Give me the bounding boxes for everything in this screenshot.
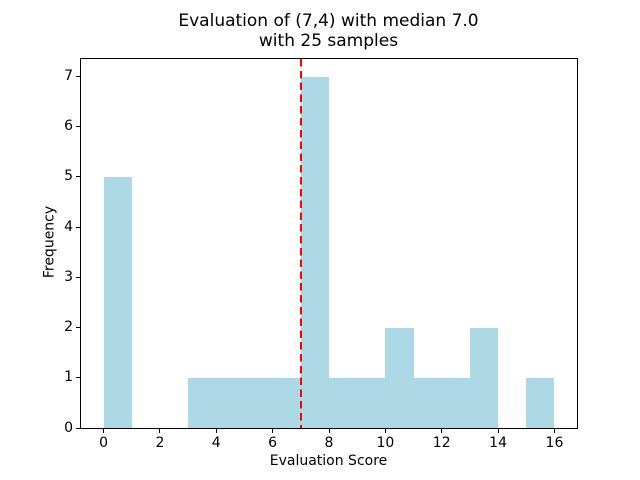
histogram-bar xyxy=(272,377,301,428)
histogram-bar xyxy=(300,76,329,428)
x-tick-mark xyxy=(441,429,443,433)
y-tick-mark xyxy=(76,427,80,429)
x-tick-mark xyxy=(384,429,386,433)
x-axis-label: Evaluation Score xyxy=(269,453,388,469)
histogram-bar xyxy=(188,377,217,428)
x-tick-label: 12 xyxy=(432,435,451,451)
median-line xyxy=(299,59,303,428)
histogram-bar xyxy=(244,377,273,428)
x-tick-label: 2 xyxy=(155,435,165,451)
y-tick-label: 2 xyxy=(64,319,73,336)
y-tick-label: 0 xyxy=(64,419,73,436)
histogram-bar xyxy=(385,327,414,428)
x-tick-label: 8 xyxy=(324,435,334,451)
x-tick-mark xyxy=(272,429,274,433)
histogram-bar xyxy=(441,377,470,428)
chart-title-line2: with 25 samples xyxy=(258,31,399,51)
y-tick-label: 5 xyxy=(64,168,73,185)
x-tick-mark xyxy=(328,429,330,433)
histogram-bar xyxy=(329,377,358,428)
histogram-bar xyxy=(357,377,386,428)
y-tick-mark xyxy=(76,377,80,379)
histogram-bar xyxy=(103,176,132,428)
y-tick-mark xyxy=(76,226,80,228)
x-tick-mark xyxy=(497,429,499,433)
x-tick-label: 0 xyxy=(99,435,108,451)
y-tick-mark xyxy=(76,327,80,329)
histogram-bar xyxy=(216,377,245,428)
x-tick-label: 4 xyxy=(211,435,221,451)
y-tick-label: 3 xyxy=(64,268,73,285)
histogram-bar xyxy=(413,377,442,428)
y-axis-label: Frequency xyxy=(41,205,58,279)
chart-title-line1: Evaluation of (7,4) with median 7.0 xyxy=(178,11,479,31)
plot-area: 0 2 4 6 8 10 12 14 16 0 1 2 3 4 5 6 7 xyxy=(64,58,578,451)
y-tick-mark xyxy=(76,76,80,78)
y-tick-label: 7 xyxy=(64,68,73,85)
histogram-bar xyxy=(526,377,555,428)
y-tick-mark xyxy=(76,176,80,178)
x-tick-mark xyxy=(215,429,217,433)
x-tick-mark xyxy=(103,429,105,433)
x-tick-label: 14 xyxy=(489,435,507,451)
x-tick-mark xyxy=(159,429,161,433)
histogram-bar xyxy=(469,327,499,428)
x-tick-label: 6 xyxy=(268,435,278,451)
chart-title: Evaluation of (7,4) with median 7.0 with… xyxy=(80,11,577,51)
y-tick-mark xyxy=(76,126,80,128)
x-tick-mark xyxy=(553,429,555,433)
y-tick-label: 6 xyxy=(64,118,73,135)
y-tick-mark xyxy=(76,276,80,278)
y-tick-label: 4 xyxy=(64,218,73,235)
x-tick-label: 10 xyxy=(376,435,395,451)
x-tick-label: 16 xyxy=(545,435,564,451)
y-tick-label: 1 xyxy=(64,369,73,386)
